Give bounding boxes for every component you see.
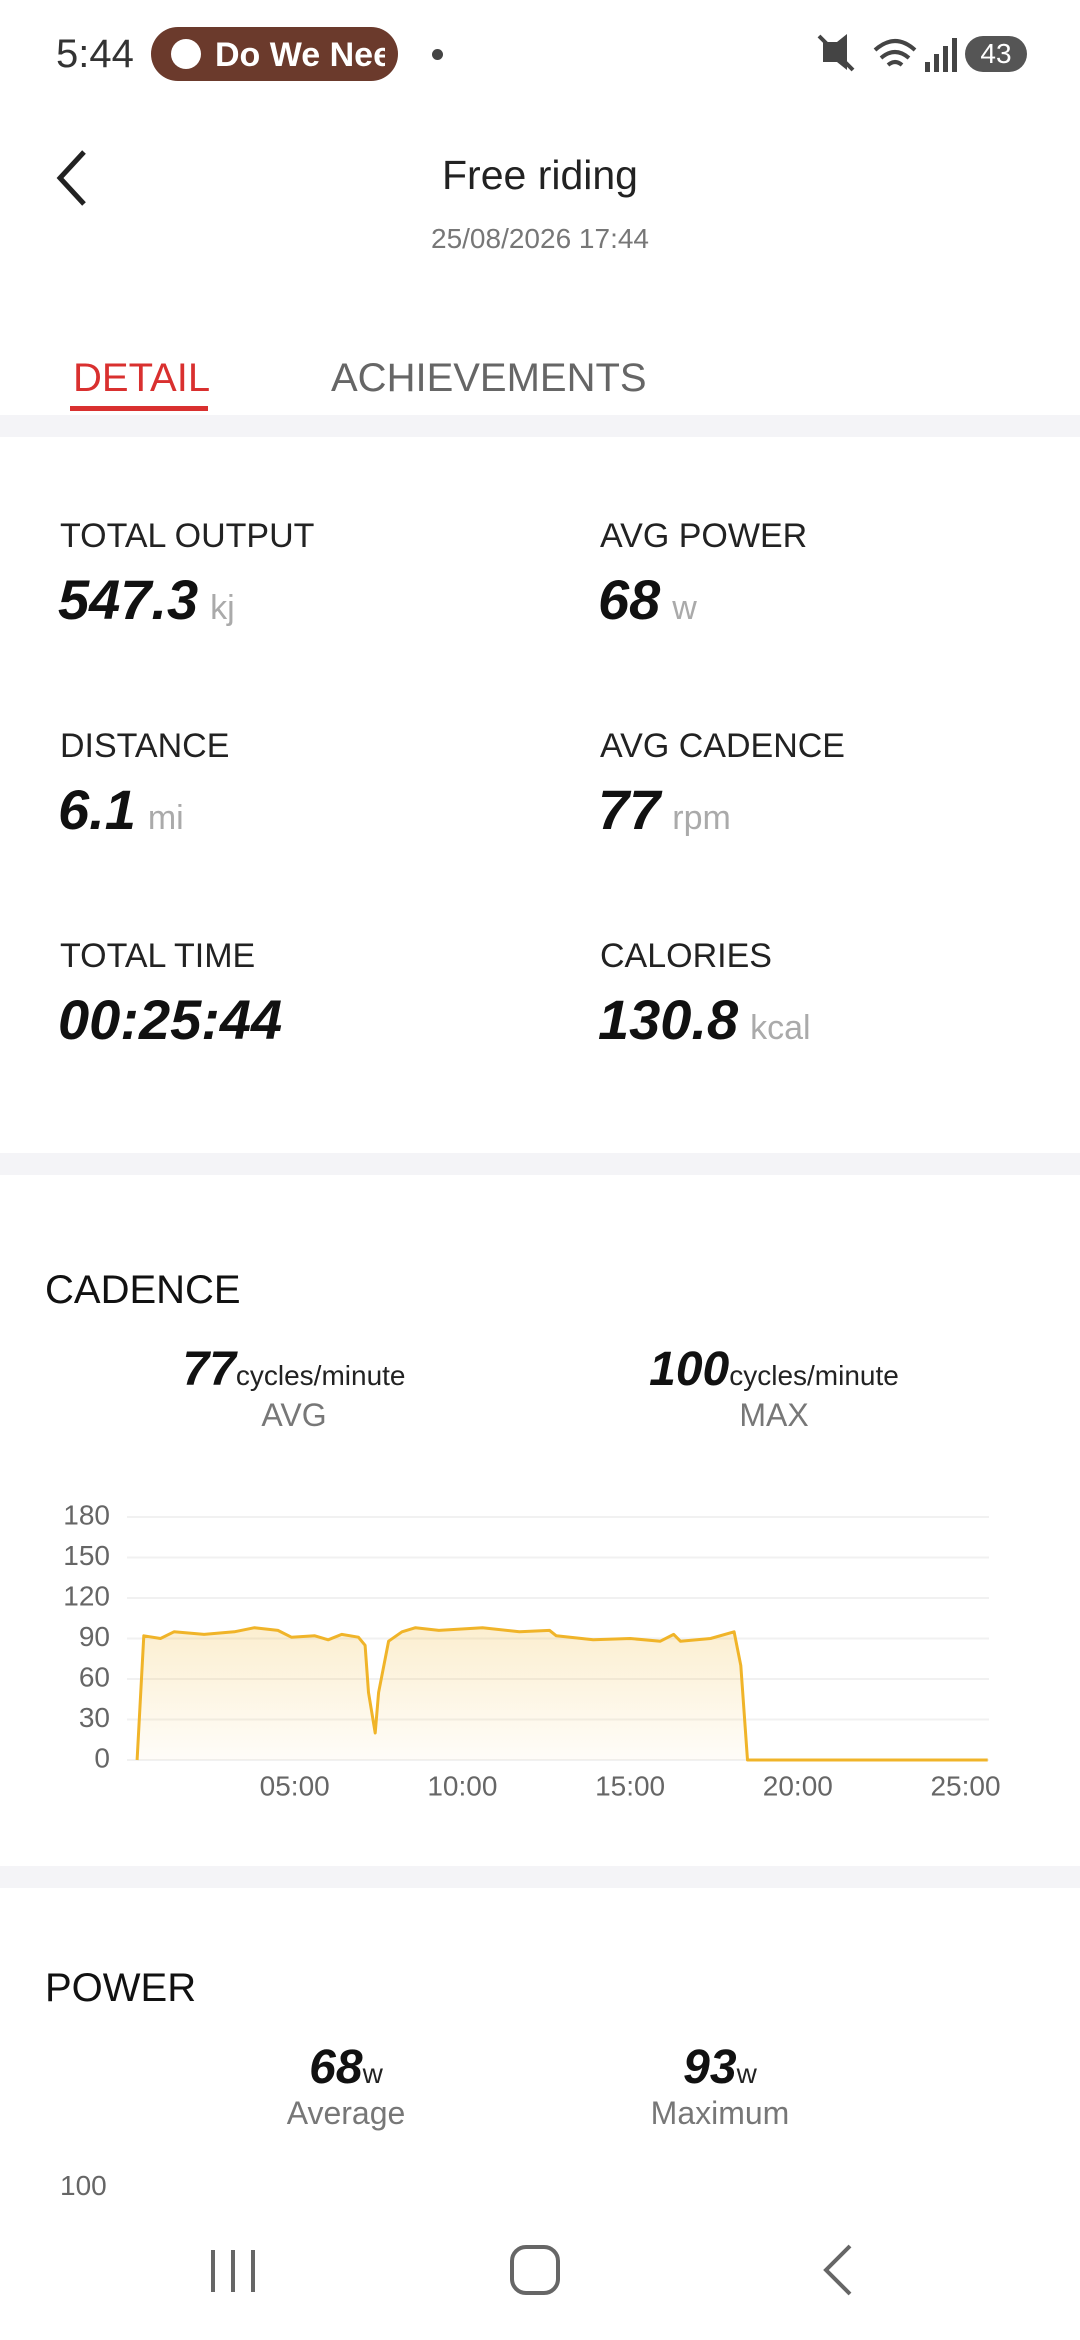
stat-unit: kcal	[750, 1009, 811, 1047]
back-button[interactable]	[52, 148, 92, 208]
y-tick-label: 100	[60, 2170, 107, 2201]
x-tick-label: 20:00	[763, 1770, 833, 1801]
summary-unit: cycles/minute	[729, 1360, 899, 1391]
stat-value: 00:25:44	[58, 988, 283, 1051]
stat-value: 547.3	[58, 568, 199, 631]
stat-row: 77 rpm	[598, 777, 731, 842]
y-tick-label: 180	[63, 1499, 110, 1530]
notification-pill: Do We Nee	[151, 27, 398, 81]
summary-unit: w	[736, 2058, 757, 2089]
stat-label: AVG POWER	[600, 517, 808, 555]
section-title: CADENCE	[45, 1268, 241, 1312]
x-tick-label: 10:00	[427, 1770, 497, 1801]
summary-label: Average	[286, 2095, 406, 2131]
nav-bar	[0, 2200, 1080, 2340]
area	[137, 1627, 988, 1760]
summary-value: 93	[683, 2041, 737, 2094]
stat-label: AVG CADENCE	[600, 727, 845, 765]
stat-value: 130.8	[598, 988, 739, 1051]
tab-indicator	[70, 406, 208, 411]
summary: 93w Maximum	[651, 2040, 790, 2132]
section-title: POWER	[45, 1966, 197, 2010]
cadence-chart: 0 30 60 90 120 150 180 05:00 10:00 15:00 20:00 25:0…	[63, 1499, 1000, 1801]
stat-unit: kj	[210, 589, 235, 627]
y-tick-label: 30	[79, 1702, 110, 1733]
nav-icons	[211, 2244, 852, 2296]
summary-label: Maximum	[650, 2095, 790, 2131]
summary: 100cycles/minute MAX	[649, 1342, 899, 1434]
summary: 77cycles/minute AVG	[182, 1342, 405, 1434]
page-title: Free riding	[442, 152, 638, 198]
stat-row: 547.3 kj	[58, 567, 235, 632]
page-date: 25/08/2026 17:44	[431, 223, 649, 254]
stat-label: TOTAL OUTPUT	[60, 517, 315, 555]
summary-label: MAX	[739, 1397, 809, 1433]
y-tick-label: 60	[79, 1661, 110, 1692]
y-tick-label: 0	[94, 1742, 110, 1773]
line	[135, 1626, 988, 1762]
summary-label: AVG	[261, 1397, 327, 1433]
status-time: 5:44	[56, 32, 134, 76]
stat-unit: w	[672, 589, 697, 627]
stat-value: 77	[598, 778, 661, 841]
stat-row: 68 w	[598, 567, 697, 632]
y-tick-label: 90	[79, 1621, 110, 1652]
summary-value: 100	[649, 1343, 730, 1396]
status-icons	[817, 34, 957, 72]
notification-text: Do We Nee	[215, 36, 385, 74]
summary: 68w Average	[287, 2040, 406, 2132]
summary-unit: cycles/minute	[235, 1360, 406, 1391]
separator	[0, 1153, 1080, 1175]
stat-row: 6.1 mi	[58, 777, 184, 842]
stat-label: TOTAL TIME	[60, 937, 256, 975]
notification-icon	[171, 39, 201, 69]
x-tick-label: 05:00	[260, 1770, 330, 1801]
stat-row: 130.8 kcal	[598, 987, 811, 1052]
tab[interactable]: DETAIL	[73, 356, 211, 400]
separator	[0, 1866, 1080, 1888]
x-tick-label: 25:00	[930, 1770, 1000, 1801]
summary-unit: w	[362, 2058, 383, 2089]
stat-value: 6.1	[58, 778, 136, 841]
stat-value: 68	[598, 568, 661, 631]
summary-value: 68	[309, 2041, 363, 2094]
y-tick-label: 120	[63, 1580, 110, 1611]
status-dot	[432, 49, 443, 60]
stat-row: 00:25:44	[58, 987, 282, 1052]
stat-unit: rpm	[672, 799, 731, 837]
stat-unit: mi	[147, 799, 184, 837]
stat-label: DISTANCE	[60, 727, 230, 765]
battery: 43	[965, 36, 1027, 72]
stat-label: CALORIES	[600, 937, 772, 975]
separator	[0, 415, 1080, 437]
y-tick-label: 150	[63, 1540, 110, 1571]
summary-value: 77	[182, 1343, 236, 1396]
x-tick-label: 15:00	[595, 1770, 665, 1801]
tab[interactable]: ACHIEVEMENTS	[331, 356, 647, 400]
